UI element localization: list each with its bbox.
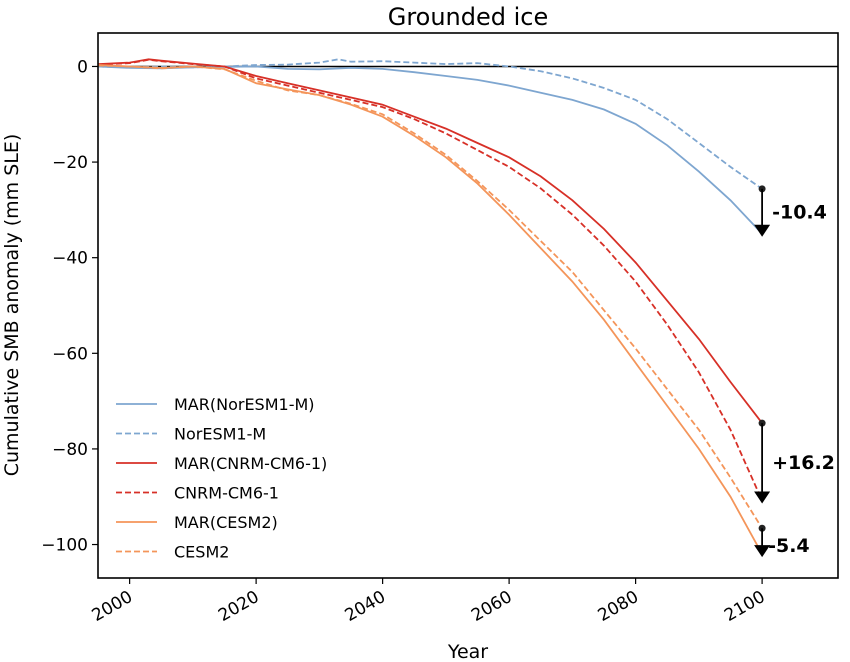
y-axis: 0 −20 −40 −60 −80 −100 [41, 57, 98, 556]
x-axis: 2000 2020 2040 2060 2080 2100 [89, 578, 769, 626]
legend-label: CESM2 [174, 543, 229, 562]
chart-title: Grounded ice [388, 3, 549, 31]
series-line-cnrm-cm6-1 [98, 58, 763, 501]
x-tick-label: 2020 [215, 587, 262, 626]
y-axis-label: Cumulative SMB anomaly (mm SLE) [1, 134, 23, 477]
y-tick-label: −40 [52, 249, 88, 269]
legend-label: MAR(NorESM1-M) [174, 395, 315, 414]
series-line-noresm1-m [98, 58, 763, 190]
plot-frame [97, 32, 839, 579]
x-tick-label: 2000 [89, 587, 136, 626]
legend-label: MAR(CNRM-CM6-1) [174, 454, 327, 473]
annotation-arrow-head [754, 545, 771, 558]
x-tick-label: 2100 [721, 587, 768, 626]
annotation-label: -5.4 [768, 535, 810, 557]
annotation-arrow-head [754, 491, 771, 504]
y-tick-label: −60 [52, 344, 88, 364]
x-tick-label: 2080 [595, 587, 642, 626]
x-axis-label: Year [447, 641, 488, 662]
x-tick-label: 2060 [468, 587, 515, 626]
x-tick-label: 2040 [342, 587, 389, 626]
annotation-label: -10.4 [772, 201, 827, 223]
series-line-mar-cnrm-cm6-1 [98, 58, 763, 424]
legend: MAR(NorESM1-M) NorESM1-M MAR(CNRM-CM6-1) CN… [116, 395, 327, 562]
series-line-mar-cesm2 [98, 64, 763, 555]
annotations: -10.4 +16.2 -5.4 [754, 185, 835, 557]
series-line-mar-noresm1-m [98, 65, 763, 235]
legend-label: NorESM1-M [174, 425, 266, 444]
legend-label: CNRM-CM6-1 [174, 484, 279, 503]
y-tick-label: −100 [41, 536, 88, 556]
legend-label: MAR(CESM2) [174, 513, 278, 532]
y-tick-label: 0 [77, 57, 88, 77]
series-line-cesm2 [98, 64, 763, 529]
plot-area [98, 58, 838, 555]
y-tick-label: −80 [52, 440, 88, 460]
y-tick-label: −20 [52, 153, 88, 173]
annotation-label: +16.2 [772, 452, 835, 474]
annotation-arrow-head [754, 224, 771, 237]
